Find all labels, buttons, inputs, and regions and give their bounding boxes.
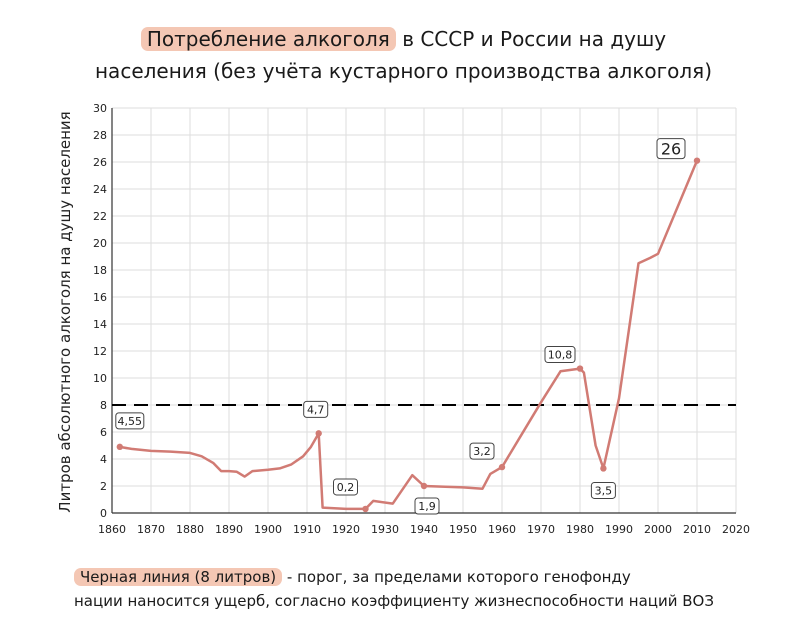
data-series — [116, 157, 701, 513]
x-tick-label: 1990 — [605, 523, 633, 536]
data-label-box — [544, 346, 576, 364]
x-tick-label: 1890 — [215, 523, 243, 536]
y-tick-label: 4 — [100, 453, 107, 466]
y-tick-label: 26 — [93, 156, 107, 169]
y-tick-label: 30 — [93, 102, 107, 115]
y-tick-label: 22 — [93, 210, 107, 223]
series-line — [118, 159, 699, 511]
x-tick-label: 2010 — [683, 523, 711, 536]
data-point — [116, 443, 124, 451]
x-tick-label: 1980 — [566, 523, 594, 536]
grid — [111, 107, 737, 514]
x-tick-label: 1930 — [371, 523, 399, 536]
tick-labels: 1860 1870 1880 1890 1900 1910 1920 1930 1940 1950… — [93, 102, 750, 536]
y-tick-label: 6 — [100, 426, 107, 439]
data-label-box — [115, 412, 145, 430]
x-tick-label: 1870 — [137, 523, 165, 536]
x-tick-label: 1910 — [293, 523, 321, 536]
x-tick-label: 1960 — [488, 523, 516, 536]
data-label: 4,7 — [307, 403, 325, 416]
data-label: 3,2 — [473, 445, 491, 458]
y-tick-label: 0 — [100, 507, 107, 520]
data-point — [420, 482, 428, 490]
y-tick-label: 8 — [100, 399, 107, 412]
y-tick-label: 12 — [93, 345, 107, 358]
y-tick-label: 14 — [93, 318, 107, 331]
footnote-line1: Черная линия (8 литров) - порог, за пред… — [74, 566, 631, 588]
data-label-box — [590, 481, 616, 499]
data-point — [576, 365, 584, 372]
x-tick-label: 1860 — [98, 523, 126, 536]
data-point — [315, 430, 322, 437]
y-axis-label: Литров абсолютного алкоголя на душу насе… — [56, 111, 74, 512]
data-labels: 4,55 4,7 0,2 1,9 3,2 10,8 3,5 26 — [115, 138, 686, 515]
chart-title-line1: Потребление алкоголя в СССР и России на … — [0, 24, 807, 54]
data-point — [600, 465, 607, 472]
title-rest: в СССР и России на душу — [395, 27, 667, 51]
y-tick-label: 24 — [93, 183, 107, 196]
footnote-line2: нации наносится ущерб, согласно коэффици… — [74, 592, 714, 610]
data-label-box — [303, 400, 329, 418]
footnote-rest: - порог, за пределами которого генофонду — [282, 568, 631, 586]
data-label-box — [414, 497, 440, 515]
chart-title-line2: населения (без учёта кустарного производ… — [94, 59, 713, 83]
data-label-box — [469, 442, 495, 460]
title-highlight: Потребление алкоголя — [140, 27, 396, 51]
y-tick-label: 28 — [93, 129, 107, 142]
data-point — [498, 463, 506, 471]
x-tick-label: 1970 — [527, 523, 555, 536]
y-tick-label: 10 — [93, 372, 107, 385]
y-tick-label: 20 — [93, 237, 107, 250]
data-point — [362, 505, 369, 513]
x-tick-label: 1880 — [176, 523, 204, 536]
x-tick-label: 2020 — [722, 523, 750, 536]
data-label-box — [333, 478, 358, 496]
data-label: 3,5 — [595, 484, 613, 497]
data-label-box — [656, 138, 686, 160]
y-tick-label: 18 — [93, 264, 107, 277]
x-tick-label: 1920 — [332, 523, 360, 536]
data-label: 4,55 — [118, 415, 143, 428]
data-label: 0,2 — [337, 481, 355, 494]
y-tick-label: 16 — [93, 291, 107, 304]
x-tick-label: 1900 — [254, 523, 282, 536]
x-tick-label: 1950 — [449, 523, 477, 536]
y-tick-label: 2 — [100, 480, 107, 493]
data-label: 26 — [661, 140, 681, 159]
x-tick-label: 1940 — [410, 523, 438, 536]
footnote-highlight: Черная линия (8 литров) — [74, 568, 283, 586]
data-label: 1,9 — [418, 500, 436, 513]
x-tick-label: 2000 — [644, 523, 672, 536]
data-label: 10,8 — [548, 349, 573, 362]
data-point — [693, 157, 701, 164]
